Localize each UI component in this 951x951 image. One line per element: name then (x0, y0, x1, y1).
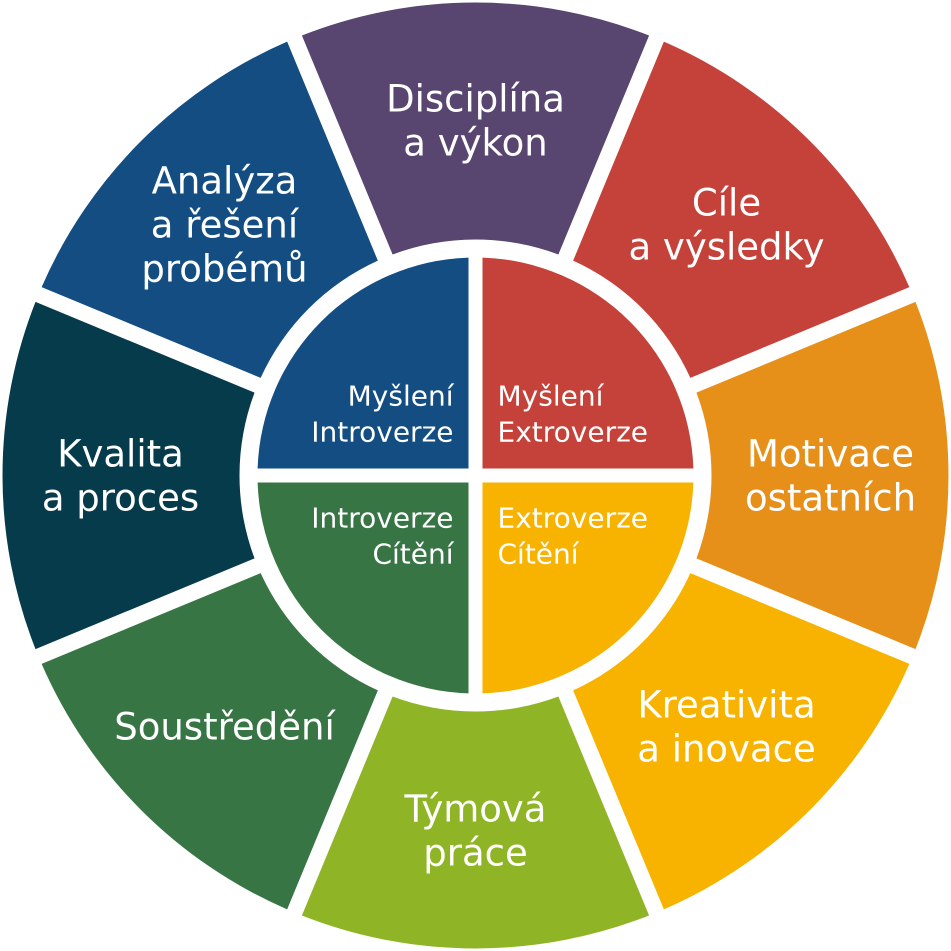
outer-label-line: práce (423, 831, 527, 874)
outer-label-line: a proces (42, 476, 199, 519)
outer-label-analysis: Analýza a řešení probémů (141, 159, 307, 290)
outer-segment-focus (41, 573, 378, 910)
inner-label-thinking-introversion: Myšlení Introverze (311, 379, 454, 448)
outer-segment-quality (2, 301, 255, 650)
inner-label-extroversion-feeling: Extroverze Cítění (498, 501, 649, 570)
outer-label-teamwork: Týmová práce (404, 787, 547, 874)
outer-label-line: Disciplína (386, 77, 565, 120)
outer-label-line: a řešení (151, 203, 300, 246)
outer-label-line: a výsledky (628, 225, 824, 268)
inner-quadrant-extroversion-feeling (482, 482, 694, 694)
inner-label-line: Myšlení (498, 379, 605, 412)
inner-quadrant-introversion-feeling (257, 482, 469, 694)
outer-segment-analysis (41, 41, 378, 378)
outer-segment-creativity (573, 573, 910, 910)
outer-label-line: probémů (141, 247, 307, 290)
outer-label-discipline: Disciplína a výkon (386, 77, 565, 164)
outer-label-motivation: Motivace ostatních (745, 432, 916, 519)
outer-label-focus: Soustředění (114, 705, 336, 748)
inner-label-line: Introverze (311, 501, 453, 534)
outer-label-quality: Kvalita a proces (42, 432, 199, 519)
outer-label-line: ostatních (745, 476, 916, 519)
outer-label-line: Motivace (747, 432, 914, 475)
outer-label-line: Analýza (152, 159, 298, 202)
inner-quadrant-thinking-extroversion (482, 257, 694, 469)
inner-label-line: Myšlení (348, 379, 455, 412)
inner-quadrant-thinking-introversion (257, 257, 469, 469)
outer-label-line: Kreativita (637, 683, 815, 726)
outer-label-creativity: Kreativita a inovace (637, 683, 815, 770)
outer-segment-motivation (696, 301, 949, 650)
inner-label-line: Extroverze (498, 501, 649, 534)
inner-label-line: Cítění (498, 537, 580, 570)
outer-label-line: Cíle (692, 181, 761, 224)
outer-label-line: Týmová (404, 787, 547, 830)
inner-label-line: Cítění (372, 537, 454, 570)
outer-label-line: a inovace (637, 727, 815, 770)
outer-segment-teamwork (301, 696, 650, 949)
outer-label-line: a výkon (403, 121, 547, 164)
outer-label-goals: Cíle a výsledky (628, 181, 824, 268)
outer-label-line: Soustředění (114, 705, 336, 748)
outer-label-line: Kvalita (57, 432, 184, 475)
inner-label-line: Introverze (311, 415, 453, 448)
inner-label-introversion-feeling: Introverze Cítění (311, 501, 454, 570)
inner-label-line: Extroverze (498, 415, 649, 448)
inner-label-thinking-extroversion: Myšlení Extroverze (498, 379, 649, 448)
outer-segment-goals (573, 41, 910, 378)
outer-segment-discipline (301, 2, 650, 255)
